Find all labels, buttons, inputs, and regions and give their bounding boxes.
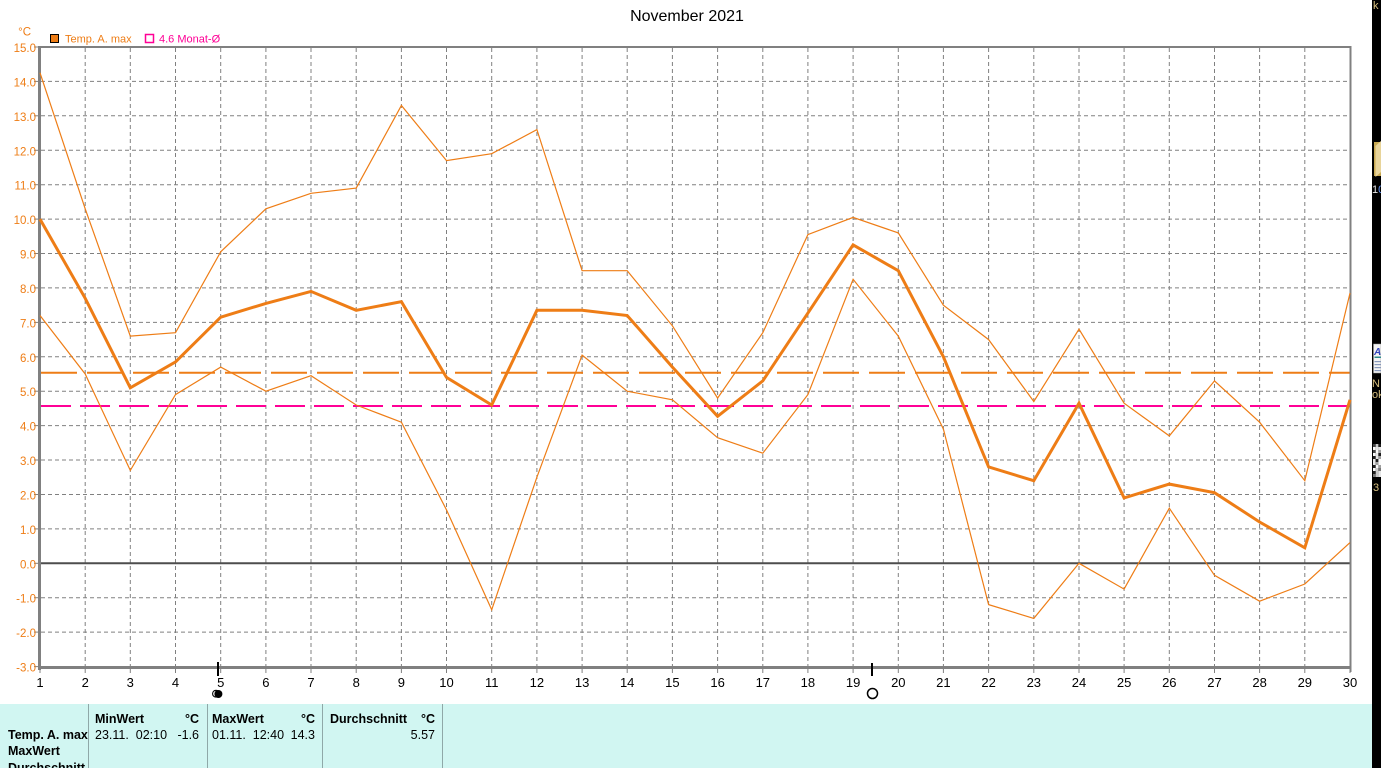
svg-text:7: 7 xyxy=(307,675,314,690)
svg-text:14.0: 14.0 xyxy=(14,77,36,89)
svg-text:6: 6 xyxy=(262,675,269,690)
svg-text:2: 2 xyxy=(82,675,89,690)
svg-text:11.0: 11.0 xyxy=(14,181,36,193)
svg-text:3.0: 3.0 xyxy=(20,456,36,468)
svg-text:10: 10 xyxy=(439,675,453,690)
svg-text:0.0: 0.0 xyxy=(20,559,36,571)
svg-text:2.0: 2.0 xyxy=(20,491,36,503)
svg-text:3: 3 xyxy=(1373,482,1379,494)
svg-text:13.0: 13.0 xyxy=(14,112,36,124)
svg-text:-3.0: -3.0 xyxy=(16,663,36,675)
svg-text:28: 28 xyxy=(1252,675,1266,690)
svg-text:10: 10 xyxy=(1372,184,1381,196)
svg-text:6.0: 6.0 xyxy=(20,353,36,365)
svg-text:12: 12 xyxy=(530,675,544,690)
svg-text:3: 3 xyxy=(127,675,134,690)
svg-text:4: 4 xyxy=(172,675,179,690)
svg-text:17: 17 xyxy=(756,675,770,690)
svg-text:29: 29 xyxy=(1298,675,1312,690)
svg-text:14: 14 xyxy=(620,675,634,690)
svg-text:11: 11 xyxy=(485,675,499,690)
svg-text:-2.0: -2.0 xyxy=(16,628,36,640)
svg-text:21: 21 xyxy=(936,675,950,690)
svg-text:4.0: 4.0 xyxy=(20,422,36,434)
svg-text:1.0: 1.0 xyxy=(20,525,36,537)
svg-text:20: 20 xyxy=(891,675,905,690)
svg-text:5: 5 xyxy=(217,675,224,690)
svg-text:27: 27 xyxy=(1207,675,1221,690)
svg-text:18: 18 xyxy=(801,675,815,690)
svg-text:N: N xyxy=(1372,378,1380,390)
svg-text:12.0: 12.0 xyxy=(14,146,36,158)
svg-text:19: 19 xyxy=(846,675,860,690)
svg-text:7.0: 7.0 xyxy=(20,318,36,330)
svg-text:22: 22 xyxy=(981,675,995,690)
svg-text:25: 25 xyxy=(1117,675,1131,690)
svg-text:-1.0: -1.0 xyxy=(16,594,36,606)
svg-text:Temp. A. max: Temp. A. max xyxy=(65,34,132,46)
svg-text:9: 9 xyxy=(398,675,405,690)
svg-text:15: 15 xyxy=(665,675,679,690)
svg-text:November 2021: November 2021 xyxy=(630,8,744,25)
svg-text:ok: ok xyxy=(1372,389,1381,401)
svg-text:1: 1 xyxy=(36,675,43,690)
svg-text:9.0: 9.0 xyxy=(20,250,36,262)
svg-text:°C: °C xyxy=(18,27,31,39)
svg-text:24: 24 xyxy=(1072,675,1086,690)
svg-text:16: 16 xyxy=(710,675,724,690)
svg-text:30: 30 xyxy=(1343,675,1357,690)
svg-text:4.6 Monat-Ø: 4.6 Monat-Ø xyxy=(159,34,221,46)
svg-text:5.0: 5.0 xyxy=(20,387,36,399)
svg-text:A: A xyxy=(1373,347,1381,358)
svg-text:13: 13 xyxy=(575,675,589,690)
svg-text:15.0: 15.0 xyxy=(14,43,36,55)
svg-text:23: 23 xyxy=(1027,675,1041,690)
svg-text:10.0: 10.0 xyxy=(14,215,36,227)
svg-text:8: 8 xyxy=(353,675,360,690)
svg-text:k: k xyxy=(1373,0,1379,12)
svg-text:26: 26 xyxy=(1162,675,1176,690)
svg-text:8.0: 8.0 xyxy=(20,284,36,296)
